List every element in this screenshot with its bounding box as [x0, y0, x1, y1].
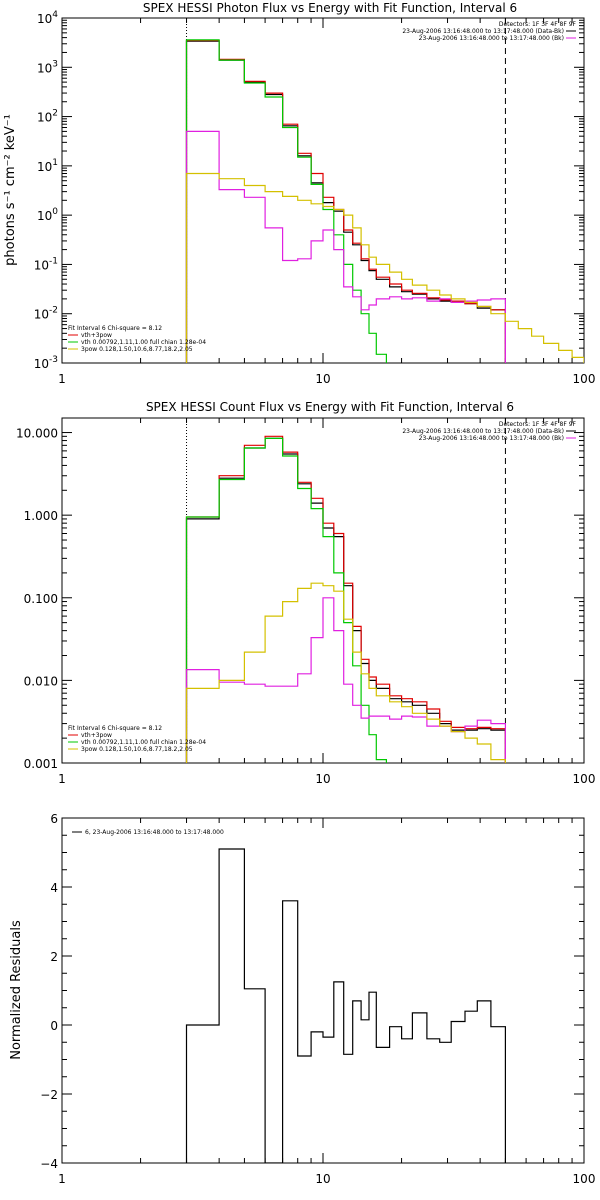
count-flux-xtick-label: 100 — [573, 772, 596, 786]
photon-flux-xtick-label: 10 — [315, 372, 330, 386]
photon-flux-ylabel: photons s⁻¹ cm⁻² keV⁻¹ — [3, 114, 18, 266]
residuals-panel: Normalized Residuals 1 10 100 −4 −2 0 2 4 6 6, 23… — [9, 812, 595, 1186]
photon-flux-ytick-base: 10 — [37, 61, 52, 75]
photon-flux-fit-legend-entry: vth 0.00792,1.11,1.00 full chian 1.28e-0… — [81, 339, 206, 346]
photon-flux-fit-legend-entry: 3pow 0.128,1.50,10.6,8.77,18.2,2.05 — [81, 346, 193, 353]
count-flux-fit-legend-entry: vth 0.00792,1.11,1.00 full chian 1.28e-0… — [81, 739, 206, 746]
photon-flux-ytick-base: 10 — [37, 12, 52, 26]
photon-flux-ytick-label: 102 — [37, 109, 58, 125]
residuals-xtick-label: 100 — [573, 1172, 596, 1186]
residuals-ytick-label: 6 — [50, 812, 58, 826]
photon-flux-ytick-base: 10 — [34, 258, 49, 272]
photon-flux-series-4-line — [185, 172, 584, 363]
count-flux-ytick-label: 1.000 — [24, 509, 58, 523]
residuals-legend-entry: 6, 23-Aug-2006 13:16:48.000 to 13:17:48.… — [85, 829, 224, 836]
photon-flux-ytick-label: 100 — [37, 207, 58, 223]
residuals-ylabel: Normalized Residuals — [9, 920, 24, 1060]
count-flux-xtick-label: 10 — [315, 772, 330, 786]
count-flux-series-0-line — [185, 437, 506, 763]
count-flux-fit-legend-entry: vth+3pow — [81, 732, 112, 739]
photon-flux-ytick-exp: -3 — [49, 355, 58, 365]
photon-flux-ytick-exp: 1 — [52, 158, 58, 168]
count-flux-ytick-label: 0.001 — [24, 757, 58, 771]
residuals-ytick-label: 2 — [50, 950, 58, 964]
photon-flux-ytick-exp: -2 — [49, 306, 58, 316]
photon-flux-xtick-label: 1 — [58, 372, 66, 386]
count-flux-legend-entry: 23-Aug-2006 13:16:48.000 to 13:17:48.000… — [402, 428, 564, 435]
photon-flux-ytick-label: 10-3 — [34, 355, 58, 371]
count-flux-title: SPEX HESSI Count Flux vs Energy with Fit… — [146, 400, 514, 414]
count-flux-legend-header: Detectors: 1F 3F 4F 8F 9F — [499, 421, 577, 428]
count-flux-fit-legend-header: Fit Interval 6 Chi-square = 8.12 — [68, 725, 162, 732]
count-flux-panel: SPEX HESSI Count Flux vs Energy with Fit… — [16, 400, 595, 786]
count-flux-series-2-line — [185, 437, 387, 763]
photon-flux-title: SPEX HESSI Photon Flux vs Energy with Fi… — [143, 1, 517, 15]
photon-flux-ytick-exp: 0 — [52, 207, 58, 217]
photon-flux-fit-legend-entry: vth+3pow — [81, 332, 112, 339]
photon-flux-ytick-base: 10 — [37, 160, 52, 174]
photon-flux-ytick-exp: 3 — [52, 59, 58, 69]
photon-flux-legend-header: Detectors: 1F 3F 4F 8F 9F — [499, 21, 577, 28]
photon-flux-ytick-label: 10-1 — [34, 256, 58, 272]
photon-flux-ytick-label: 104 — [37, 10, 58, 26]
residuals-ytick-label: −2 — [40, 1088, 58, 1102]
photon-flux-legend-entry: 23-Aug-2006 13:16:48.000 to 13:17:48.000… — [402, 28, 564, 35]
photon-flux-ytick-label: 101 — [37, 158, 58, 174]
photon-flux-xtick-label: 100 — [573, 372, 596, 386]
residuals-ytick-label: 4 — [50, 881, 58, 895]
residuals-ytick-label: −4 — [40, 1157, 58, 1171]
photon-flux-series-2-line — [185, 39, 387, 363]
count-flux-ytick-label: 10.000 — [16, 427, 58, 441]
photon-flux-series-1-line — [185, 39, 506, 363]
count-flux-fit-legend-entry: 3pow 0.128,1.50,10.6,8.77,18.2,2.05 — [81, 746, 193, 753]
photon-flux-ytick-base: 10 — [37, 111, 52, 125]
residuals-series-0-line — [185, 848, 506, 1163]
photon-flux-ytick-exp: 2 — [52, 109, 58, 119]
residuals-xtick-label: 10 — [315, 1172, 330, 1186]
photon-flux-series-3-line — [185, 130, 506, 363]
photon-flux-panel: SPEX HESSI Photon Flux vs Energy with Fi… — [3, 1, 595, 386]
photon-flux-ytick-label: 10-2 — [34, 306, 58, 322]
residuals-ytick-label: 0 — [50, 1019, 58, 1033]
photon-flux-ytick-exp: 4 — [52, 10, 58, 20]
count-flux-series-4-line — [185, 582, 519, 763]
photon-flux-ytick-base: 10 — [37, 209, 52, 223]
residuals-xtick-label: 1 — [58, 1172, 66, 1186]
count-flux-ytick-label: 0.010 — [24, 674, 58, 688]
count-flux-ytick-label: 0.100 — [24, 592, 58, 606]
count-flux-xtick-label: 1 — [58, 772, 66, 786]
photon-flux-series-0-line — [185, 40, 506, 363]
photon-flux-legend-entry: 23-Aug-2006 13:16:48.000 to 13:17:48.000… — [419, 35, 564, 42]
photon-flux-ytick-label: 103 — [37, 59, 58, 75]
photon-flux-ytick-base: 10 — [34, 308, 49, 322]
count-flux-series-1-line — [185, 435, 506, 763]
photon-flux-ytick-base: 10 — [34, 357, 49, 371]
photon-flux-ytick-exp: -1 — [49, 256, 58, 266]
photon-flux-fit-legend-header: Fit Interval 6 Chi-square = 8.12 — [68, 325, 162, 332]
count-flux-legend-entry: 23-Aug-2006 13:16:48.000 to 13:17:48.000… — [419, 435, 564, 442]
